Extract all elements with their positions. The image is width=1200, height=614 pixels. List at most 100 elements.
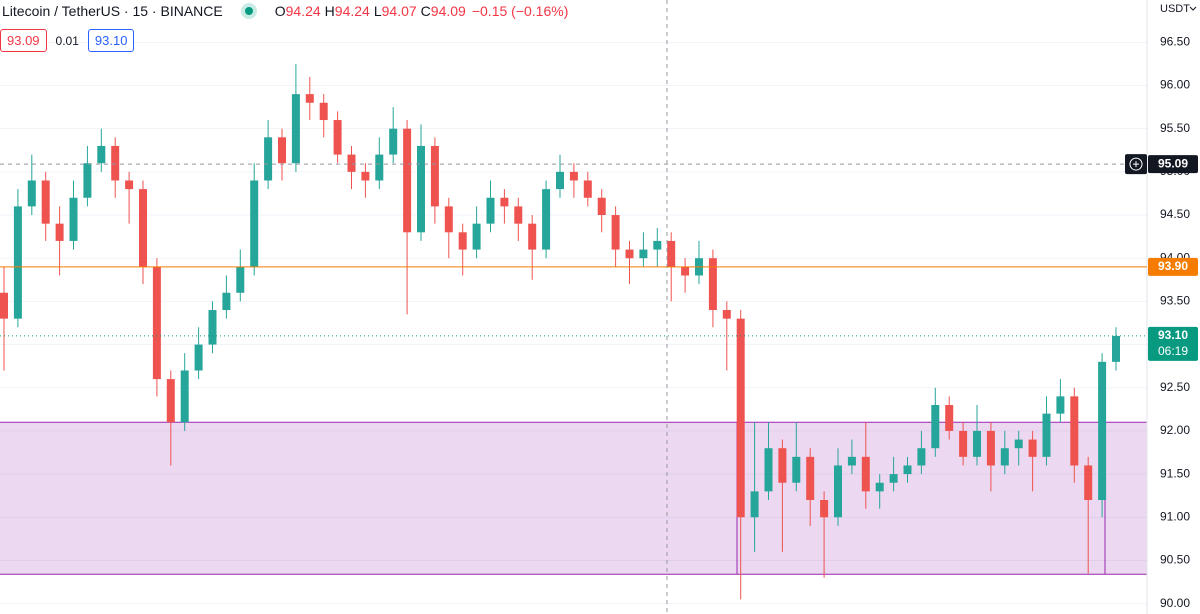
add-alert-icon [1129, 157, 1143, 171]
candle-body [792, 456, 801, 483]
add-alert-icon [1133, 161, 1139, 168]
candle-body [347, 154, 356, 172]
candle-body [333, 120, 342, 155]
currency-label: USDT [1160, 3, 1190, 15]
candle-body [1056, 396, 1065, 414]
candle-body [917, 448, 926, 466]
candle-body [430, 145, 439, 207]
price-label-box [1148, 257, 1198, 276]
candle-body [903, 465, 912, 475]
candle-body [959, 430, 968, 457]
candle-body [889, 474, 898, 483]
candle-body [278, 137, 286, 164]
candle-body [139, 189, 147, 267]
candle-body [97, 145, 106, 164]
change: −0.15 (−0.16%) [471, 3, 569, 19]
candle-body [486, 197, 495, 224]
ohlc-key: L [373, 3, 382, 19]
candle-body [514, 206, 523, 224]
ohlc-value: 94.24 [334, 3, 370, 19]
candle-body [764, 448, 773, 492]
candle-body [180, 370, 189, 423]
candle-body [417, 145, 425, 233]
candle-body [834, 465, 842, 518]
candle-body [83, 163, 92, 198]
candle-body [1112, 335, 1120, 362]
candle-body [986, 430, 995, 466]
y-tick-label: 91.00 [1160, 509, 1190, 523]
candle-body [806, 456, 815, 501]
candle-body [236, 266, 245, 293]
candle-body [1014, 439, 1023, 449]
bid-button[interactable]: 93.09 [0, 29, 47, 52]
price-label: 95.09 [1158, 156, 1188, 170]
candle-body [778, 448, 787, 483]
y-tick-label: 93.50 [1160, 294, 1190, 308]
candle-body [1028, 439, 1037, 457]
currency-dropdown [1189, 6, 1197, 11]
candle-body [681, 266, 690, 276]
quote-boxes: 93.09 0.01 93.10 [0, 29, 135, 52]
price-label-box [1148, 155, 1198, 174]
ohlc-key: O [274, 3, 286, 19]
candle-body [403, 128, 412, 233]
candle-body [722, 310, 731, 319]
candle-body [945, 405, 954, 431]
candle-body [194, 344, 203, 371]
price-label-box [1148, 326, 1198, 361]
candle-body [27, 180, 36, 207]
ohlc-key: H [324, 3, 335, 19]
candle-body [389, 128, 398, 155]
candle-body [125, 180, 134, 190]
candle-body [69, 197, 78, 241]
candle-body [166, 379, 175, 423]
candle-body [0, 292, 8, 319]
candle-body [208, 310, 217, 345]
candle-body [861, 456, 870, 492]
candle-body [973, 430, 981, 457]
y-tick-label: 90.50 [1160, 553, 1190, 567]
zone [0, 422, 1147, 575]
candle-body [458, 232, 467, 250]
candle-body [708, 258, 717, 311]
candle-body [542, 189, 551, 250]
candle-body [1042, 413, 1051, 457]
y-tick-label: 91.50 [1160, 466, 1190, 480]
ohlc-value: 94.09 [430, 3, 466, 19]
candle-body [1070, 396, 1079, 466]
candle-body [569, 171, 578, 181]
candle-body [583, 180, 592, 198]
y-tick-label: 96.00 [1160, 78, 1190, 92]
candle-body [361, 171, 370, 181]
ohlc-key: C [420, 3, 431, 19]
candle-body [1098, 361, 1107, 501]
countdown-label: 06:19 [1158, 344, 1188, 358]
candle-body [597, 197, 606, 216]
candle-body [291, 94, 300, 164]
y-tick-label: 96.50 [1160, 34, 1190, 48]
candle-body [305, 94, 314, 103]
candle-body [736, 318, 745, 518]
candle-body [111, 145, 120, 181]
candle-body [1000, 448, 1009, 466]
candle-body [55, 223, 64, 241]
candle-body [931, 405, 940, 449]
candle-body [875, 482, 884, 492]
candle-body [319, 102, 328, 121]
legend: Litecoin / TetherUS · 15 · BINANCE O 94.2… [2, 3, 568, 19]
price-label: 93.90 [1158, 259, 1188, 273]
spread: 0.01 [55, 33, 79, 48]
ask-button[interactable]: 93.10 [87, 29, 135, 52]
candle-body [667, 240, 676, 267]
candle-body [528, 223, 537, 250]
plot-layer [0, 41, 1147, 605]
candle-body [444, 206, 453, 233]
candle-body [625, 249, 634, 259]
candle-body [264, 137, 273, 181]
status-dot [244, 7, 253, 15]
ohlc-value: 94.07 [381, 3, 417, 19]
candle-body [639, 249, 648, 259]
y-tick-label: 92.50 [1160, 380, 1190, 394]
candle-body [820, 500, 829, 518]
